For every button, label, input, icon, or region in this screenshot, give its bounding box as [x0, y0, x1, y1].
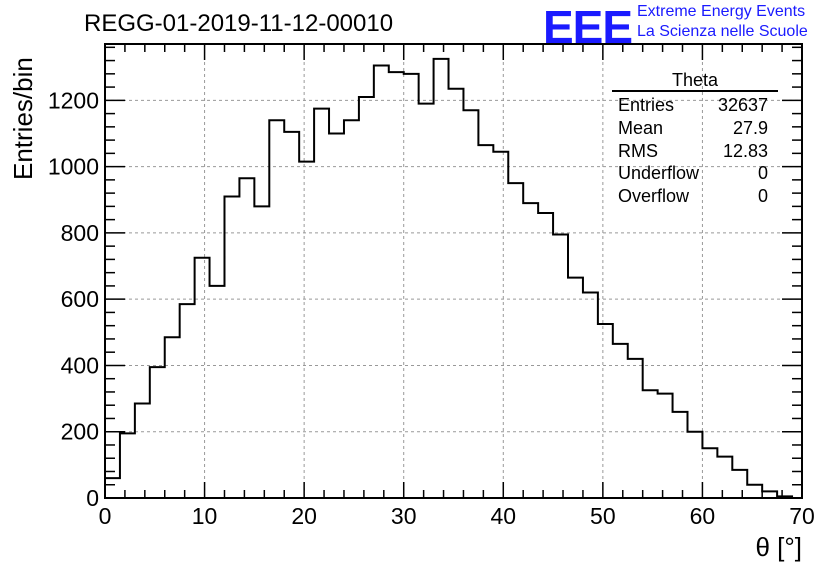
histogram-series — [104, 57, 794, 498]
histogram-bin — [478, 145, 493, 498]
eee-logo: EEE — [543, 1, 633, 53]
histogram-bin — [329, 133, 344, 498]
histogram-bin — [702, 448, 717, 498]
histogram-bin — [239, 178, 254, 498]
histogram-bin — [463, 110, 478, 498]
stats-label: Entries — [618, 95, 675, 115]
y-tick-label: 400 — [61, 352, 99, 378]
stats-label: Mean — [618, 117, 664, 138]
histogram-bin — [269, 120, 284, 498]
stats-title: Theta — [612, 70, 778, 92]
x-tick-label: 70 — [789, 503, 815, 529]
x-tick-label: 50 — [590, 503, 616, 529]
stats-row-underflow: Underflow 0 — [612, 162, 778, 185]
histogram-bin — [389, 72, 404, 498]
histogram-bin — [434, 59, 449, 498]
stats-row-mean: Mean 27.9 — [612, 117, 778, 140]
histogram-bin — [254, 206, 269, 498]
histogram-bin — [747, 485, 762, 498]
histogram-bin — [150, 367, 165, 498]
stats-value: 27.9 — [732, 117, 768, 138]
histogram-bin — [717, 457, 732, 498]
stats-box: Theta Entries 32637 Mean 27.9 RMS 12.83 … — [612, 70, 778, 208]
logo-line-1: Extreme Energy Events — [637, 3, 806, 20]
histogram-bin — [673, 412, 688, 498]
histogram-bin — [135, 404, 150, 498]
plot-frame — [104, 43, 803, 499]
x-tick-label: 40 — [490, 503, 516, 529]
stats-value: 12.83 — [722, 140, 768, 161]
histogram-bin — [120, 433, 135, 498]
histogram-bin — [538, 213, 553, 498]
y-tick-label: 0 — [86, 485, 99, 511]
histogram-bin — [613, 344, 628, 498]
y-tick-label: 600 — [61, 286, 99, 312]
histogram-bin — [508, 183, 523, 498]
y-tick-label: 1000 — [48, 154, 99, 180]
y-axis-label: Entries/bin — [8, 57, 38, 180]
histogram-bin — [687, 432, 702, 498]
histogram-bin — [299, 162, 314, 498]
stats-value: 32637 — [717, 95, 768, 115]
histogram-bin — [643, 390, 658, 498]
histogram-bin — [568, 278, 583, 498]
histogram-bin — [598, 324, 613, 498]
x-tick-label: 0 — [99, 503, 112, 529]
y-tick-label: 1200 — [48, 87, 99, 113]
x-tick-label: 10 — [192, 503, 218, 529]
histogram-line — [104, 57, 794, 498]
axis-ticks — [104, 44, 803, 499]
stats-label: Overflow — [618, 186, 690, 207]
histogram-bin — [344, 120, 359, 498]
y-tick-label: 200 — [61, 419, 99, 445]
histogram-bin — [224, 196, 239, 498]
histogram-bin — [628, 359, 643, 498]
stats-label: Underflow — [618, 163, 700, 184]
x-tick-label: 30 — [391, 503, 417, 529]
histogram-bin — [180, 304, 195, 498]
x-tick-label: 60 — [690, 503, 716, 529]
histogram-bin — [523, 203, 538, 498]
histogram-bin — [165, 337, 180, 498]
histogram-bin — [210, 286, 225, 498]
x-tick-labels: 0 10 20 30 40 50 60 70 — [99, 503, 815, 529]
histogram-bin — [284, 132, 299, 498]
histogram-bin — [732, 470, 747, 498]
histogram-bin — [419, 104, 434, 498]
logo-caption: Extreme Energy Events La Scienza nelle S… — [637, 2, 808, 42]
stats-value: 0 — [757, 186, 768, 207]
histogram-bin — [359, 97, 374, 498]
y-tick-label: 800 — [61, 220, 99, 246]
histogram-bin — [553, 235, 568, 498]
x-tick-label: 20 — [291, 503, 317, 529]
histogram-bin — [493, 152, 508, 498]
stats-value: 0 — [757, 163, 768, 184]
stats-row-overflow: Overflow 0 — [612, 185, 778, 208]
histogram-bin — [583, 293, 598, 498]
histogram-bin — [105, 478, 120, 498]
chart-title: REGG-01-2019-11-12-00010 — [84, 10, 394, 37]
histogram-bin — [314, 109, 329, 498]
histogram-bin — [449, 89, 464, 498]
stats-row-rms: RMS 12.83 — [612, 140, 778, 163]
histogram-bin — [404, 74, 419, 498]
grid-lines — [105, 44, 802, 498]
histogram-bin — [195, 258, 210, 498]
x-axis-label: θ [°] — [755, 532, 802, 562]
histogram-bin — [658, 394, 673, 498]
stats-row-entries: Entries 32637 — [612, 94, 778, 117]
histogram-bin — [374, 66, 389, 498]
stats-label: RMS — [618, 140, 658, 161]
logo-line-2: La Scienza nelle Scuole — [637, 23, 808, 40]
y-tick-labels: 0 200 400 600 800 1000 1200 — [48, 87, 99, 511]
